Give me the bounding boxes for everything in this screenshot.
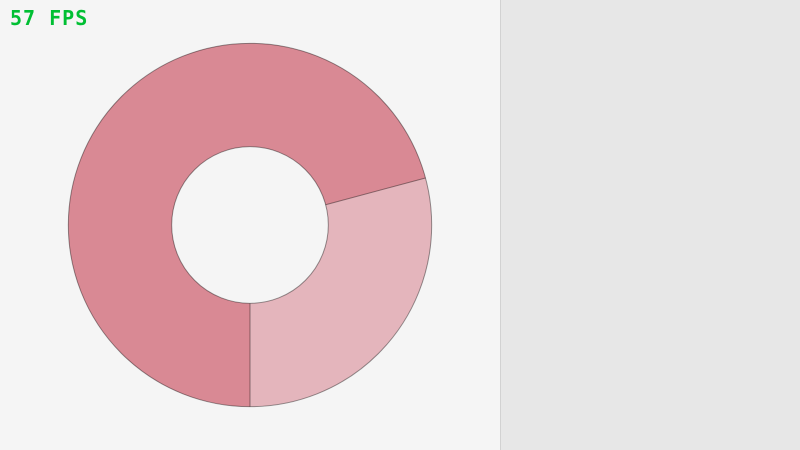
fps-counter: 57 FPS	[10, 6, 89, 30]
slider-row-segments: Segments 0.00	[501, 240, 800, 257]
slider-row-innerradius: InnerRadius 78.33	[501, 140, 800, 157]
checkbox-row-draw-ringlines: Draw RingLines	[501, 350, 800, 369]
slider-row-endangle: EndAngle 360.00	[501, 70, 800, 87]
checkbox-row-draw-circlelines: Draw CircleLines	[501, 380, 800, 399]
checkbox-row-draw-ring: Draw Ring	[501, 320, 800, 339]
slider-row-outerradius: OuterRadius 181.67	[501, 170, 800, 187]
controls-panel: StartAngle -255.00 EndAngle 360.00 Inner…	[500, 0, 800, 450]
ring-chart	[67, 42, 433, 408]
slider-row-startangle: StartAngle -255.00	[501, 40, 800, 57]
